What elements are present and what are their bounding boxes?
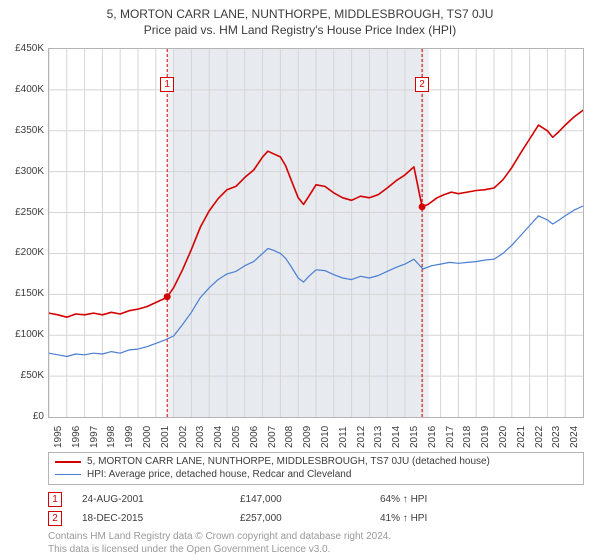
y-tick: £450K [4, 43, 44, 54]
x-tick: 2023 [551, 426, 562, 448]
sale-price: £257,000 [240, 513, 360, 524]
x-tick: 2021 [516, 426, 527, 448]
sale-index-box: 1 [48, 492, 62, 507]
x-tick: 2016 [427, 426, 438, 448]
x-tick: 2007 [267, 426, 278, 448]
x-tick: 2022 [534, 426, 545, 448]
sale-row: 1 24-AUG-2001 £147,000 64% ↑ HPI [48, 490, 584, 509]
x-tick: 2015 [409, 426, 420, 448]
x-tick: 2000 [142, 426, 153, 448]
x-tick: 1996 [71, 426, 82, 448]
sale-index-box: 2 [48, 511, 62, 526]
plot-box [48, 48, 584, 418]
y-tick: £350K [4, 125, 44, 136]
x-tick: 1995 [53, 426, 64, 448]
x-tick: 2008 [284, 426, 295, 448]
x-tick: 2010 [320, 426, 331, 448]
x-tick: 2004 [213, 426, 224, 448]
legend-row: HPI: Average price, detached house, Redc… [55, 468, 577, 481]
y-tick: £100K [4, 329, 44, 340]
sale-marker-flag: 1 [160, 77, 174, 92]
x-tick: 2020 [498, 426, 509, 448]
y-tick: £50K [4, 370, 44, 381]
y-tick: £400K [4, 84, 44, 95]
legend-label: 5, MORTON CARR LANE, NUNTHORPE, MIDDLESB… [87, 456, 490, 467]
y-tick: £300K [4, 166, 44, 177]
x-tick: 2019 [480, 426, 491, 448]
x-tick: 2024 [569, 426, 580, 448]
x-tick: 1998 [106, 426, 117, 448]
footer-attribution: Contains HM Land Registry data © Crown c… [48, 531, 391, 556]
footer-line2: This data is licensed under the Open Gov… [48, 544, 391, 557]
title-line2: Price paid vs. HM Land Registry's House … [0, 22, 600, 38]
sale-date: 24-AUG-2001 [82, 494, 220, 505]
chart-svg [49, 49, 583, 417]
legend-row: 5, MORTON CARR LANE, NUNTHORPE, MIDDLESB… [55, 455, 577, 468]
sale-marker-flag: 2 [415, 77, 429, 92]
x-tick: 2002 [178, 426, 189, 448]
y-tick: £0 [4, 411, 44, 422]
footer-line1: Contains HM Land Registry data © Crown c… [48, 531, 391, 544]
sales-table: 1 24-AUG-2001 £147,000 64% ↑ HPI 2 18-DEC-201… [48, 490, 584, 528]
x-tick: 2014 [391, 426, 402, 448]
x-tick: 2009 [302, 426, 313, 448]
x-tick: 1997 [89, 426, 100, 448]
sale-hpi-diff: 41% ↑ HPI [380, 513, 500, 524]
sale-price: £147,000 [240, 494, 360, 505]
x-tick: 2003 [195, 426, 206, 448]
x-tick: 2012 [356, 426, 367, 448]
x-tick: 2011 [338, 426, 349, 448]
x-tick: 1999 [124, 426, 135, 448]
x-tick: 2005 [231, 426, 242, 448]
legend: 5, MORTON CARR LANE, NUNTHORPE, MIDDLESB… [48, 452, 584, 485]
sale-row: 2 18-DEC-2015 £257,000 41% ↑ HPI [48, 509, 584, 528]
x-tick: 2006 [249, 426, 260, 448]
x-tick: 2013 [373, 426, 384, 448]
y-tick: £150K [4, 288, 44, 299]
sale-date: 18-DEC-2015 [82, 513, 220, 524]
x-tick: 2018 [462, 426, 473, 448]
x-tick: 2001 [160, 426, 171, 448]
sale-hpi-diff: 64% ↑ HPI [380, 494, 500, 505]
y-tick: £250K [4, 207, 44, 218]
x-tick: 2017 [445, 426, 456, 448]
title-line1: 5, MORTON CARR LANE, NUNTHORPE, MIDDLESB… [0, 6, 600, 22]
y-tick: £200K [4, 247, 44, 258]
legend-swatch [55, 461, 81, 463]
chart-title: 5, MORTON CARR LANE, NUNTHORPE, MIDDLESB… [0, 0, 600, 38]
chart-area: £0£50K£100K£150K£200K£250K£300K£350K£400… [48, 48, 584, 436]
legend-swatch [55, 474, 81, 475]
legend-label: HPI: Average price, detached house, Redc… [87, 469, 351, 480]
